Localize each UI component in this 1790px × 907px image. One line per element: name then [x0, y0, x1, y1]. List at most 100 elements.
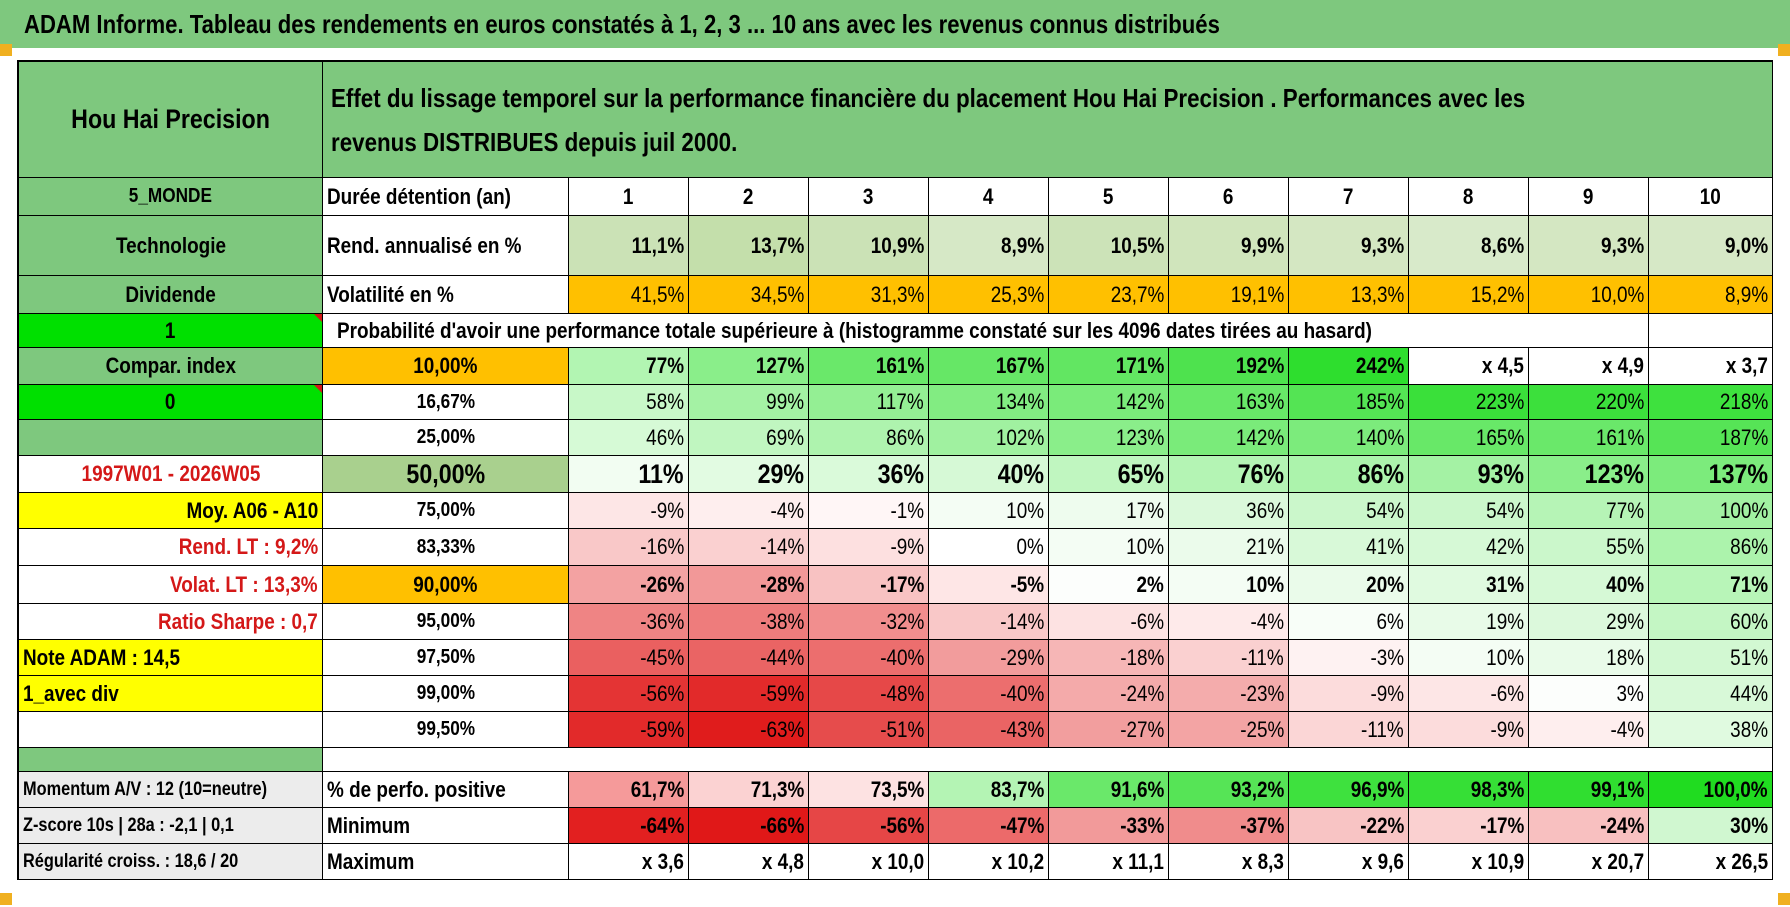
- prob-cell-4-3: 36%: [809, 456, 929, 493]
- pos-cell-9-text: 99,1%: [1590, 776, 1644, 802]
- compar-index-value-text: 0: [165, 389, 176, 414]
- rend-cell-9: 9,3%: [1529, 216, 1649, 276]
- vol-cell-5: 23,7%: [1049, 276, 1169, 314]
- prob-cell-10-9-text: 3%: [1616, 680, 1644, 706]
- prob-cell-11-5: -27%: [1049, 712, 1169, 748]
- pos-cell-5: 91,6%: [1049, 772, 1169, 808]
- note-adam-label: Note ADAM : 14,5: [19, 640, 323, 676]
- max-cell-2-text: x 4,8: [761, 848, 804, 874]
- prob-cell-9-8: 10%: [1409, 640, 1529, 676]
- prob-cell-1-5-text: 171%: [1115, 353, 1164, 378]
- max-cell-9-text: x 20,7: [1591, 848, 1644, 874]
- prob-cell-6-3: -9%: [809, 529, 929, 566]
- prob-cell-1-6-text: 192%: [1235, 353, 1284, 378]
- prob-cell-7-9-text: 40%: [1606, 571, 1644, 597]
- prob-cell-2-4-text: 134%: [995, 389, 1044, 414]
- prob-cell-9-8-text: 10%: [1486, 644, 1524, 670]
- pos-label: % de perfo. positive: [323, 772, 569, 808]
- max-cell-3: x 10,0: [809, 844, 929, 880]
- year-header-7-text: 7: [1343, 183, 1354, 209]
- prob-cell-1-2-text: 127%: [755, 353, 804, 378]
- prob-cell-11-6: -25%: [1169, 712, 1289, 748]
- blank-year-10: [1649, 314, 1773, 348]
- min-cell-6: -37%: [1169, 808, 1289, 844]
- prob-cell-11-1-text: -59%: [639, 716, 684, 742]
- sharpe-label-text: Ratio Sharpe : 0,7: [158, 608, 318, 634]
- prob-cell-5-10: 100%: [1649, 493, 1773, 529]
- prob-cell-9-2: -44%: [689, 640, 809, 676]
- prob-cell-7-5-text: 2%: [1136, 571, 1164, 597]
- vol-cell-8: 15,2%: [1409, 276, 1529, 314]
- prob-cell-2-8: 223%: [1409, 385, 1529, 420]
- prob-cell-5-7: 54%: [1289, 493, 1409, 529]
- max-cell-10: x 26,5: [1649, 844, 1773, 880]
- min-cell-9-text: -24%: [1599, 812, 1644, 838]
- min-cell-3: -56%: [809, 808, 929, 844]
- rend-cell-2: 13,7%: [689, 216, 809, 276]
- vol-cell-9-text: 10,0%: [1590, 281, 1644, 307]
- fund-name-text: Hou Hai Precision: [71, 104, 270, 134]
- prob-cell-6-9-text: 55%: [1606, 534, 1644, 559]
- min-cell-10: 30%: [1649, 808, 1773, 844]
- prob-cell-11-10-text: 38%: [1730, 716, 1768, 742]
- volat-lt-label-text: Volat. LT : 13,3%: [170, 571, 318, 597]
- prob-cell-10-5: -24%: [1049, 676, 1169, 712]
- rend-cell-6-text: 9,9%: [1240, 232, 1284, 258]
- year-header-7: 7: [1289, 178, 1409, 216]
- pos-cell-1: 61,7%: [569, 772, 689, 808]
- prob-cell-6-7: 41%: [1289, 529, 1409, 566]
- prob-cell-8-9: 29%: [1529, 604, 1649, 640]
- vol-cell-4: 25,3%: [929, 276, 1049, 314]
- prob-cell-10-3-text: -48%: [879, 680, 924, 706]
- prob-cell-9-9: 18%: [1529, 640, 1649, 676]
- rend-cell-4: 8,9%: [929, 216, 1049, 276]
- prob-cell-8-2: -38%: [689, 604, 809, 640]
- prob-cell-4-9: 123%: [1529, 456, 1649, 493]
- prob-cell-6-5-text: 10%: [1126, 534, 1164, 559]
- prob-cell-4-5-text: 65%: [1117, 458, 1164, 489]
- prob-cell-11-8: -9%: [1409, 712, 1529, 748]
- max-cell-3-text: x 10,0: [871, 848, 924, 874]
- prob-cell-5-5: 17%: [1049, 493, 1169, 529]
- dividend-label-text: Dividende: [125, 281, 216, 307]
- prob-cell-8-7: 6%: [1289, 604, 1409, 640]
- prob-cell-8-3-text: -32%: [879, 608, 924, 634]
- min-cell-9: -24%: [1529, 808, 1649, 844]
- fund-description-text: Effet du lissage temporel sur la perform…: [331, 82, 1526, 157]
- max-cell-6-text: x 8,3: [1241, 848, 1284, 874]
- prob-cell-5-7-text: 54%: [1366, 497, 1404, 523]
- pos-label-text: % de perfo. positive: [327, 776, 506, 802]
- prob-threshold-2: 16,67%: [323, 385, 569, 420]
- prob-cell-9-4: -29%: [929, 640, 1049, 676]
- prob-cell-8-1-text: -36%: [639, 608, 684, 634]
- prob-threshold-10: 99,00%: [323, 676, 569, 712]
- prob-cell-11-5-text: -27%: [1119, 716, 1164, 742]
- prob-cell-10-3: -48%: [809, 676, 929, 712]
- prob-cell-1-7: 242%: [1289, 348, 1409, 385]
- momentum-label: Momentum A/V : 12 (10=neutre): [19, 772, 323, 808]
- note-adam-label-text: Note ADAM : 14,5: [23, 644, 180, 670]
- prob-cell-5-2: -4%: [689, 493, 809, 529]
- prob-cell-10-4-text: -40%: [999, 680, 1044, 706]
- vol-cell-1-text: 41,5%: [630, 281, 684, 307]
- prob-cell-2-1-text: 58%: [646, 389, 684, 414]
- prob-cell-3-10: 187%: [1649, 420, 1773, 456]
- dividend-value: 1: [19, 314, 323, 348]
- prob-cell-9-9-text: 18%: [1606, 644, 1644, 670]
- prob-cell-6-2: -14%: [689, 529, 809, 566]
- prob-cell-8-10: 60%: [1649, 604, 1773, 640]
- prob-threshold-8: 95,00%: [323, 604, 569, 640]
- prob-cell-4-8: 93%: [1409, 456, 1529, 493]
- spacer-band: [19, 748, 323, 772]
- prob-cell-2-9-text: 220%: [1595, 389, 1644, 414]
- vol-cell-3-text: 31,3%: [870, 281, 924, 307]
- rend-cell-9-text: 9,3%: [1600, 232, 1644, 258]
- dividend-label: Dividende: [19, 276, 323, 314]
- performance-table: Hou Hai Precision Effet du lissage tempor…: [17, 60, 1773, 880]
- prob-threshold-5: 75,00%: [323, 493, 569, 529]
- prob-cell-4-10-text: 137%: [1708, 458, 1768, 489]
- pos-cell-4: 83,7%: [929, 772, 1049, 808]
- regularite-label-text: Régularité croiss. : 18,6 / 20: [23, 850, 239, 872]
- prob-cell-3-4: 102%: [929, 420, 1049, 456]
- pos-cell-8-text: 98,3%: [1470, 776, 1524, 802]
